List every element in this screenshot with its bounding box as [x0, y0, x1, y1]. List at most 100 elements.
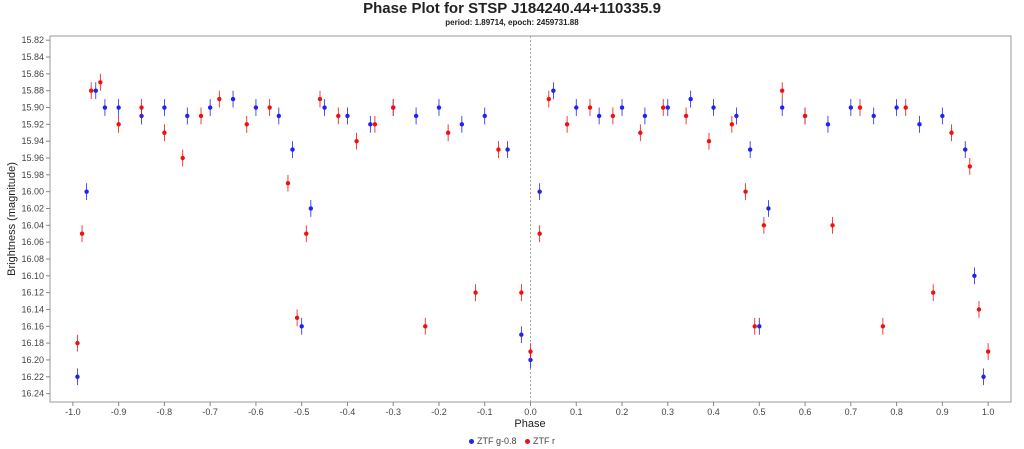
point-ztf-g — [207, 105, 213, 110]
x-tick-label: 0.5 — [753, 407, 766, 417]
legend-swatch-r — [525, 439, 531, 445]
chart-title: Phase Plot for STSP J184240.44+110335.9 — [363, 0, 661, 17]
point-ztf-g — [253, 105, 259, 110]
point-ztf-g — [848, 105, 854, 110]
point-ztf-g — [345, 113, 350, 119]
point-ztf-r — [967, 164, 973, 169]
point-ztf-g — [139, 113, 144, 119]
point-ztf-g — [825, 122, 831, 127]
point-ztf-r — [857, 105, 863, 110]
y-tick-label: 15.98 — [21, 170, 44, 180]
y-tick-label: 16.22 — [21, 372, 44, 382]
point-ztf-g — [940, 113, 945, 119]
point-ztf-r — [519, 290, 524, 295]
x-tick-label: 0.8 — [890, 407, 903, 417]
legend-swatch-g — [468, 439, 474, 445]
point-ztf-r — [537, 231, 542, 236]
chart-subtitle: period: 1.89714, epoch: 2459731.88 — [445, 18, 579, 27]
point-ztf-r — [683, 113, 689, 119]
point-ztf-g — [75, 374, 80, 379]
point-ztf-g — [185, 113, 190, 119]
point-ztf-r — [79, 231, 85, 236]
point-ztf-r — [931, 290, 936, 295]
y-tick-label: 16.08 — [21, 254, 44, 264]
point-ztf-r — [587, 105, 593, 110]
point-ztf-r — [830, 223, 835, 228]
point-ztf-r — [528, 349, 533, 354]
x-tick-label: 0.9 — [936, 407, 949, 417]
point-ztf-g — [116, 105, 121, 110]
point-ztf-r — [267, 105, 272, 110]
point-ztf-g — [757, 324, 762, 329]
point-ztf-g — [665, 105, 670, 110]
point-ztf-r — [496, 147, 501, 152]
point-ztf-r — [88, 88, 94, 93]
point-ztf-g — [537, 189, 542, 194]
x-tick-label: -0.4 — [340, 407, 356, 417]
point-ztf-r — [217, 96, 222, 102]
point-ztf-g — [963, 147, 968, 152]
point-ztf-g — [299, 324, 304, 329]
y-tick-label: 15.82 — [21, 35, 44, 45]
point-ztf-r — [638, 130, 643, 135]
x-tick-label: -0.5 — [294, 407, 310, 417]
point-ztf-r — [761, 223, 767, 228]
legend-label-r: ZTF r — [533, 436, 556, 446]
point-ztf-g — [505, 147, 510, 152]
point-ztf-r — [949, 130, 954, 135]
point-ztf-r — [546, 96, 552, 102]
point-ztf-r — [372, 122, 378, 127]
x-tick-label: 0.1 — [570, 407, 583, 417]
y-tick-label: 15.88 — [21, 86, 44, 96]
point-ztf-r — [976, 307, 982, 312]
point-ztf-g — [162, 105, 167, 110]
legend: ZTF g-0.8 ZTF r — [0, 436, 1024, 446]
y-tick-label: 16.16 — [21, 321, 44, 331]
y-tick-label: 15.86 — [21, 69, 44, 79]
point-ztf-r — [729, 122, 735, 127]
point-ztf-r — [391, 105, 396, 110]
y-tick-label: 16.06 — [21, 237, 44, 247]
x-axis-ticks: -1.0 -0.9 -0.8 -0.7 -0.6 -0.5 -0.4 -0.3 -0.2 -0.1… — [65, 402, 994, 417]
point-ztf-g — [972, 273, 977, 278]
x-tick-label: -0.2 — [431, 407, 447, 417]
point-ztf-r — [336, 113, 341, 119]
point-ztf-g — [981, 374, 986, 379]
legend-label-g: ZTF g-0.8 — [476, 436, 517, 446]
point-ztf-r — [294, 315, 300, 321]
point-ztf-g — [747, 147, 753, 152]
point-ztf-g — [368, 122, 373, 127]
point-ztf-r — [445, 130, 451, 135]
point-ztf-r — [317, 96, 323, 102]
point-ztf-r — [75, 340, 80, 346]
y-tick-label: 15.96 — [21, 153, 44, 163]
point-ztf-r — [423, 324, 428, 329]
point-ztf-r — [802, 113, 808, 119]
point-ztf-r — [162, 130, 167, 135]
x-tick-label: -0.8 — [157, 407, 173, 417]
point-ztf-r — [285, 181, 291, 186]
point-ztf-g — [84, 189, 89, 194]
y-tick-label: 16.18 — [21, 338, 44, 348]
point-ztf-r — [743, 189, 748, 194]
y-axis-ticks: 15.82 15.84 15.86 15.88 15.90 15.92 15.94 15.96… — [21, 35, 50, 399]
point-ztf-r — [880, 324, 886, 329]
x-tick-label: 0.2 — [616, 407, 629, 417]
legend-item-g[interactable]: ZTF g-0.8 — [468, 436, 517, 446]
point-ztf-g — [619, 105, 625, 110]
legend-item-r[interactable]: ZTF r — [525, 436, 555, 446]
data-points — [75, 73, 991, 386]
point-ztf-g — [413, 113, 419, 119]
point-ztf-r — [198, 113, 204, 119]
x-tick-label: 0.0 — [524, 407, 537, 417]
point-ztf-r — [244, 122, 249, 127]
point-ztf-r — [116, 122, 121, 127]
y-tick-label: 16.12 — [21, 288, 44, 298]
y-tick-label: 15.90 — [21, 103, 44, 113]
point-ztf-g — [276, 113, 282, 119]
point-ztf-r — [661, 105, 666, 110]
point-ztf-g — [871, 113, 876, 119]
y-tick-label: 16.04 — [21, 220, 44, 230]
point-ztf-g — [436, 105, 442, 110]
